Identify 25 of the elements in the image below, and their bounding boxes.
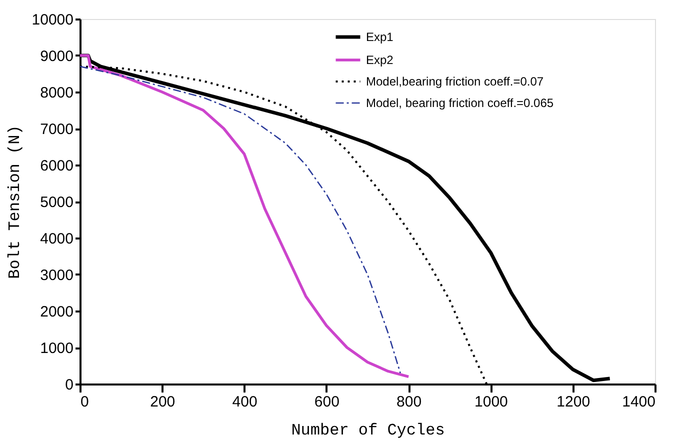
y-tick-label: 6000 (40, 158, 74, 174)
x-tick-label: 1200 (556, 394, 590, 410)
x-tick-label: 0 (80, 394, 89, 410)
x-tick-label: 600 (314, 394, 340, 410)
legend-label: Model,bearing friction coeff.=0.07 (366, 74, 544, 88)
x-tick-label: 1000 (474, 394, 508, 410)
y-tick-label: 0 (65, 376, 74, 394)
x-tick-label: 800 (396, 394, 422, 410)
y-tick-label: 2000 (40, 304, 74, 320)
y-tick-label: 9000 (40, 48, 74, 65)
legend-label: Model, bearing friction coeff.=0.065 (366, 96, 554, 110)
y-axis-title: Bolt Tension (N) (6, 125, 24, 279)
legend-label: Exp1 (366, 30, 394, 44)
y-tick-label: 5000 (40, 194, 74, 211)
y-tick-label: 8000 (40, 84, 74, 102)
x-tick-label: 1400 (622, 394, 656, 410)
y-tick-label: 7000 (40, 121, 74, 138)
legend-label: Exp2 (366, 53, 394, 67)
y-tick-label: 4000 (40, 230, 74, 248)
y-tick-label: 10000 (32, 12, 74, 28)
y-tick-label: 3000 (40, 267, 74, 284)
x-axis-title: Number of Cycles (291, 422, 445, 440)
x-tick-label: 400 (232, 394, 258, 410)
x-tick-label: 200 (150, 394, 176, 410)
y-tick-label: 1000 (40, 340, 74, 357)
